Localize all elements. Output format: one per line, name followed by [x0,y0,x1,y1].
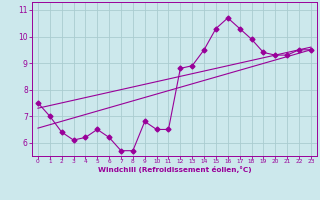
X-axis label: Windchill (Refroidissement éolien,°C): Windchill (Refroidissement éolien,°C) [98,166,251,173]
